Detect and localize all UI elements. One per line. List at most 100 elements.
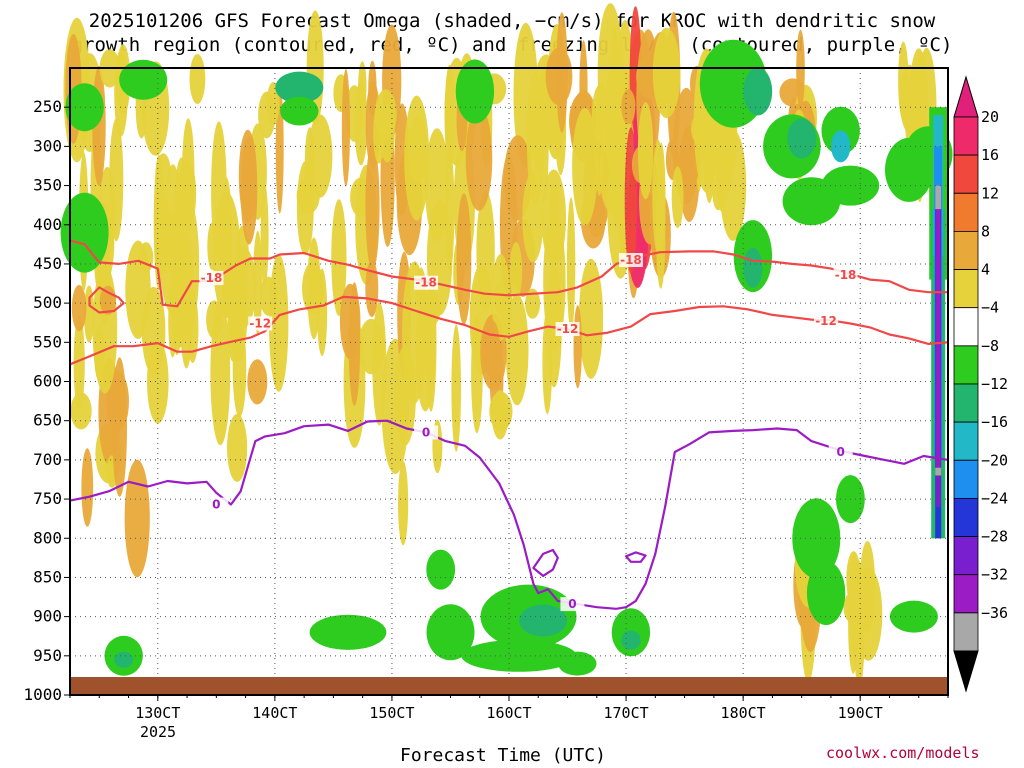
colorbar-label-9: −20	[981, 451, 1008, 469]
x-tick-label-6: 190CT	[838, 704, 883, 722]
ground-surface	[70, 677, 948, 695]
omega-neg-cell-10	[558, 651, 597, 676]
y-tick-label-500: 500	[33, 293, 62, 312]
contour-label-5: -12	[557, 322, 579, 336]
omega-cell-11-11	[509, 242, 523, 300]
omega-cell-17-7	[671, 166, 684, 228]
y-tick-label-450: 450	[33, 254, 62, 273]
contour-label-8: 0	[422, 425, 430, 439]
omega-cell-2-8	[141, 286, 166, 375]
contour-label-bg-2	[618, 253, 643, 268]
contour-label-bg-10	[828, 445, 853, 460]
freezing-level-blob-2	[625, 551, 647, 563]
omega-cell-16-10	[656, 142, 666, 248]
omega-cell-9-10	[404, 95, 430, 221]
omega-cell-10-6	[451, 324, 462, 452]
omega-neg-cell-9	[461, 639, 577, 672]
x-tick-label-0: 130CT	[135, 704, 180, 722]
omega-cell-13-10	[556, 12, 568, 133]
y-axis: 250 300 350 400 450 500 550 600 650 700 750 800 850 9…	[23, 97, 70, 704]
x-tick-label-1: 140CT	[252, 704, 297, 722]
omega-cell-22-6	[854, 567, 883, 661]
year-label: 2025	[140, 723, 176, 741]
omega-cell-8-13	[374, 89, 397, 139]
omega-column-7	[935, 185, 942, 210]
colorbar-label-6: −8	[981, 337, 999, 355]
y-tick-label-550: 550	[33, 332, 62, 351]
omega-cell-10-10	[465, 106, 493, 211]
omega-cell-8-10	[398, 460, 409, 546]
x-tick-label-4: 170CT	[603, 704, 648, 722]
omega-cell-7-11	[354, 80, 368, 166]
y-tick-label-750: 750	[33, 489, 62, 508]
x-tick-label-2: 150CT	[369, 704, 414, 722]
omega-cell-4-0	[210, 301, 231, 446]
contour-label-3: -18	[835, 268, 857, 282]
contour-label-6: -12	[815, 314, 837, 328]
x-tick-label-5: 180CT	[721, 704, 766, 722]
colorbar-bin-12	[953, 574, 979, 614]
omega-cell-19-7	[796, 29, 805, 110]
omega-cell-6-3	[331, 199, 347, 316]
y-tick-label-650: 650	[33, 411, 62, 430]
omega-cell-0-0	[83, 285, 95, 343]
y-tick-label-600: 600	[33, 372, 62, 391]
omega-cell-6-9	[296, 161, 314, 256]
omega-neg-cell-3	[275, 71, 324, 104]
dgz-contour-minus12-blob	[88, 286, 125, 314]
contour-label-4: -12	[249, 317, 271, 331]
omega-cell-0-3	[73, 315, 85, 411]
omega-cell-10-11	[471, 314, 483, 434]
omega-neg-cell-8	[519, 604, 568, 637]
omega-neg-cell-0	[65, 83, 104, 132]
omega-cell-1-12	[99, 285, 116, 315]
colorbar-bin-4	[953, 269, 979, 309]
contour-label-bg-4	[248, 316, 273, 331]
omega-neg-cell-6	[426, 604, 475, 661]
colorbar-bin-9	[953, 459, 979, 499]
omega-neg-cell-22	[787, 118, 817, 159]
y-tick-label-300: 300	[33, 136, 62, 155]
colorbar-bin-8	[953, 421, 979, 461]
contour-label-0: -18	[201, 271, 223, 285]
dgz-contour-minus12	[69, 295, 949, 366]
colorbar-bin-7	[953, 383, 979, 423]
contour-label-7: 0	[212, 498, 220, 512]
omega-neg-cell-19	[743, 247, 763, 288]
freezing-level-contour	[69, 419, 949, 610]
omega-cell-2-11	[139, 242, 154, 273]
colorbar-label-13: −36	[981, 604, 1008, 622]
y-tick-label-400: 400	[33, 215, 62, 234]
omega-cell-12-11	[526, 71, 544, 206]
omega-cell-0-7	[71, 284, 87, 332]
omega-neg-cell-32	[889, 600, 938, 633]
contour-label-bg-8	[414, 425, 439, 440]
omega-cell-7-7	[339, 283, 361, 360]
omega-cell-1-0	[124, 459, 150, 578]
y-tick-label-250: 250	[33, 97, 62, 116]
colorbar-label-3: 8	[981, 222, 990, 240]
omega-cell-11-12	[494, 281, 505, 313]
colorbar-bin-3	[953, 230, 979, 270]
y-tick-label-900: 900	[33, 607, 62, 626]
omega-cell-6-2	[308, 114, 333, 198]
omega-cell-5-7	[253, 230, 263, 335]
credit-link[interactable]: coolwx.com/models	[826, 744, 980, 762]
colorbar-label-8: −16	[981, 413, 1008, 431]
omega-cell-13-1	[573, 305, 582, 389]
omega-cell-9-8	[445, 149, 455, 272]
colorbar-bin-6	[953, 345, 979, 385]
colorbar-label-10: −24	[981, 489, 1008, 507]
y-tick-label-350: 350	[33, 176, 62, 195]
colorbar-label-5: −4	[981, 299, 999, 317]
omega-cell-21-8	[911, 66, 922, 148]
contour-label-2: -18	[620, 253, 642, 267]
omega-cell-17-9	[652, 27, 681, 119]
contour-label-bg-9	[560, 597, 585, 612]
omega-neg-cell-4	[280, 96, 319, 126]
omega-shading	[60, 3, 953, 688]
omega-neg-cell-12	[114, 651, 134, 668]
contour-label-bg-6	[814, 314, 839, 329]
omega-neg-cell-16	[426, 549, 456, 590]
colorbar-bin-0	[953, 116, 979, 156]
